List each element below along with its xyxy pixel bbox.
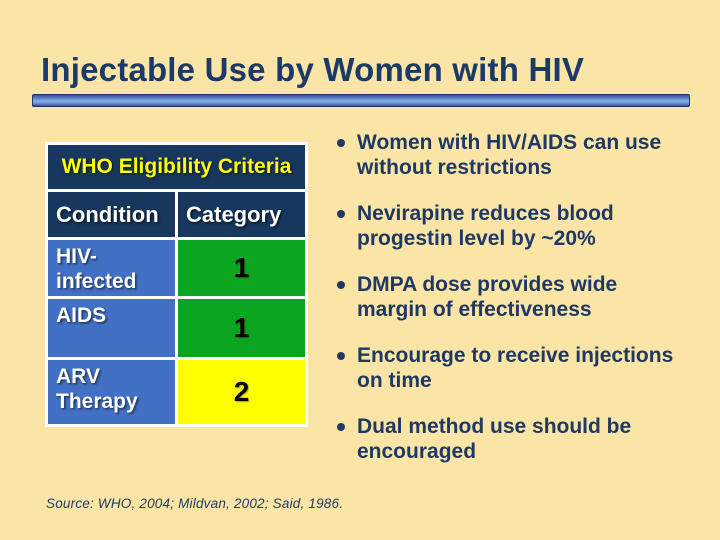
condition-cell-aids: AIDS — [48, 299, 175, 357]
bullet-icon — [337, 352, 345, 360]
bullet-icon — [337, 423, 345, 431]
column-header-condition: Condition — [48, 192, 175, 237]
bullet-text: DMPA dose provides wide margin of effect… — [357, 273, 618, 321]
list-item: Dual method use should be encouraged — [335, 414, 693, 464]
bullet-icon — [337, 210, 345, 218]
category-cell-aids: 1 — [178, 299, 305, 357]
list-item: Women with HIV/AIDS can use without rest… — [335, 130, 693, 180]
who-eligibility-table: WHO Eligibility Criteria Condition Categ… — [45, 142, 308, 427]
table-row: AIDS 1 — [48, 299, 305, 357]
title-underline-bar — [32, 94, 690, 107]
condition-cell-hiv-infected: HIV-infected — [48, 240, 175, 296]
source-citation: Source: WHO, 2004; Mildvan, 2002; Said, … — [46, 496, 344, 511]
bullet-text: Women with HIV/AIDS can use without rest… — [357, 131, 662, 179]
bullet-text: Dual method use should be encouraged — [357, 415, 632, 463]
bullet-icon — [337, 139, 345, 147]
list-item: Nevirapine reduces blood progestin level… — [335, 201, 693, 251]
table-row: HIV-infected 1 — [48, 240, 305, 296]
bullet-text: Encourage to receive injections on time — [357, 344, 674, 392]
bullet-list: Women with HIV/AIDS can use without rest… — [335, 130, 693, 485]
bullet-text: Nevirapine reduces blood progestin level… — [357, 202, 614, 250]
list-item: Encourage to receive injections on time — [335, 343, 693, 393]
table-title: WHO Eligibility Criteria — [48, 145, 305, 189]
column-header-category: Category — [178, 192, 305, 237]
list-item: DMPA dose provides wide margin of effect… — [335, 272, 693, 322]
condition-cell-arv-therapy: ARV Therapy — [48, 360, 175, 424]
category-cell-hiv-infected: 1 — [178, 240, 305, 296]
category-cell-arv-therapy: 2 — [178, 360, 305, 424]
table-column-header-row: Condition Category — [48, 192, 305, 237]
table-row: ARV Therapy 2 — [48, 360, 305, 424]
bullet-icon — [337, 281, 345, 289]
page-title: Injectable Use by Women with HIV — [41, 51, 585, 88]
table-header-row: WHO Eligibility Criteria — [48, 145, 305, 189]
